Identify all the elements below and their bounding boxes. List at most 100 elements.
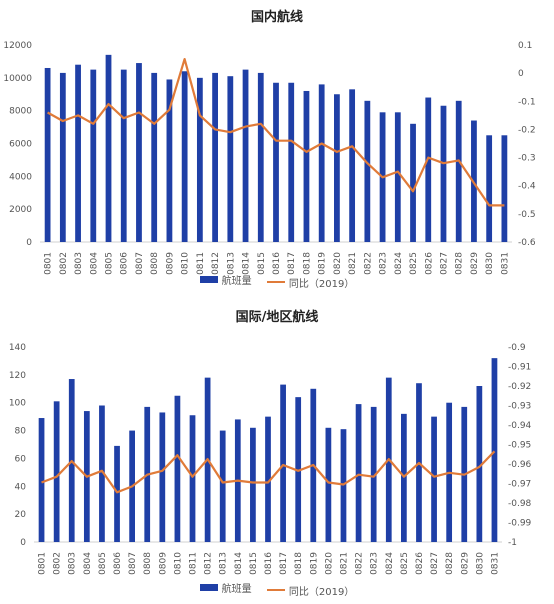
- x-tick-label: 0817: [287, 252, 297, 275]
- y-left-tick-label: 140: [9, 343, 26, 353]
- y-left-tick-label: 0: [20, 538, 26, 548]
- x-tick-label: 0815: [249, 552, 259, 575]
- y-right-tick-label: -0.99: [508, 519, 532, 529]
- legend-swatch-line: [266, 589, 285, 591]
- x-tick-label: 0828: [455, 252, 465, 275]
- x-tick-label: 0813: [226, 252, 236, 275]
- bar: [174, 395, 181, 542]
- bar: [181, 71, 188, 243]
- x-tick-label: 0804: [83, 552, 93, 575]
- x-tick-label: 0821: [348, 252, 358, 275]
- bar: [75, 64, 81, 242]
- bar: [196, 77, 203, 242]
- x-tick-label: 0821: [339, 552, 349, 575]
- bar: [159, 412, 166, 542]
- x-tick-label: 0829: [470, 252, 480, 275]
- bar: [120, 69, 127, 242]
- x-tick-label: 0830: [475, 552, 485, 575]
- chart-legend: 航班量 同比（2019）: [0, 580, 554, 598]
- bar: [288, 82, 295, 242]
- bar: [166, 79, 173, 242]
- y-right-tick-label: -0.92: [508, 382, 531, 392]
- bar: [476, 386, 483, 542]
- chart-title: 国内航线: [250, 10, 303, 25]
- x-tick-label: 0825: [409, 252, 419, 275]
- x-tick-label: 0810: [173, 552, 183, 575]
- x-tick-label: 0811: [196, 252, 206, 275]
- bar: [151, 72, 158, 243]
- y-right-tick-label: -0.91: [508, 363, 531, 373]
- x-tick-label: 0818: [294, 552, 304, 575]
- bar: [212, 72, 218, 243]
- x-tick-label: 0808: [143, 552, 153, 575]
- bar: [410, 123, 416, 242]
- y-right-tick-label: -0.5: [518, 210, 536, 220]
- bar: [90, 69, 97, 242]
- x-tick-label: 0801: [44, 252, 54, 275]
- x-tick-label: 0804: [89, 252, 99, 275]
- x-tick-label: 0803: [74, 252, 84, 275]
- y-right-tick-label: -0.95: [508, 441, 531, 451]
- x-tick-label: 0805: [98, 552, 108, 575]
- bar: [53, 401, 60, 542]
- bar: [401, 413, 407, 542]
- x-tick-label: 0828: [445, 552, 455, 575]
- legend-item-bar: 航班量: [199, 272, 252, 287]
- x-tick-label: 0816: [264, 552, 274, 575]
- x-tick-label: 0819: [309, 552, 319, 575]
- x-tick-label: 0814: [234, 552, 244, 575]
- legend-swatch-bar: [199, 276, 218, 283]
- international-routes-chart: 国际/地区航线 0 20 40 60 80 100 120 140 -1 -0.99 -0.98 -0…: [0, 300, 554, 604]
- x-tick-label: 0807: [135, 252, 145, 275]
- bar: [394, 112, 401, 242]
- y-left-tick-label: 2000: [9, 205, 32, 215]
- y-right-tick-label: -0.1: [518, 97, 536, 107]
- x-tick-label: 0823: [379, 252, 389, 275]
- bar: [136, 63, 142, 242]
- legend-item-bar: 航班量: [199, 580, 252, 595]
- x-tick-label: 0813: [219, 552, 229, 575]
- legend-label: 同比（2019）: [288, 586, 355, 598]
- x-tick-label: 0816: [272, 252, 282, 275]
- chart-plot-area: 0 2000 4000 6000 8000 10000 12000 -0.6 -0.5 -0.4 -…: [3, 41, 536, 275]
- y-left-tick-label: 40: [15, 482, 27, 492]
- bar: [364, 100, 371, 242]
- x-tick-label: 0824: [394, 252, 404, 275]
- legend-item-line: 同比（2019）: [266, 583, 355, 598]
- x-tick-label: 0802: [59, 252, 69, 275]
- x-tick-label: 0830: [485, 252, 495, 275]
- series-line: [41, 450, 496, 494]
- bar: [491, 358, 498, 542]
- x-tick-label: 0831: [500, 252, 510, 275]
- x-tick-label: 0818: [302, 252, 312, 275]
- x-tick-label: 0823: [370, 552, 380, 575]
- y-left-tick-label: 12000: [3, 41, 32, 51]
- bar: [303, 90, 310, 242]
- bar: [105, 54, 112, 242]
- x-tick-label: 0806: [120, 252, 130, 275]
- x-tick-label: 0812: [211, 252, 221, 275]
- bar: [44, 67, 51, 242]
- y-left-tick-label: 6000: [9, 140, 32, 150]
- bar: [227, 76, 234, 242]
- bar: [189, 415, 196, 542]
- y-right-tick-label: -1: [508, 538, 517, 548]
- y-left-tick-label: 4000: [9, 172, 32, 182]
- x-tick-label: 0809: [165, 252, 175, 275]
- x-tick-label: 0824: [385, 552, 395, 575]
- bar: [295, 397, 302, 542]
- bar: [355, 404, 362, 542]
- x-tick-label: 0819: [318, 252, 328, 275]
- x-tick-label: 0829: [460, 552, 470, 575]
- y-right-tick-label: -0.3: [518, 154, 536, 164]
- x-tick-label: 0808: [150, 252, 160, 275]
- bar: [114, 445, 120, 542]
- x-tick-label: 0831: [490, 552, 500, 575]
- x-tick-label: 0827: [430, 552, 440, 575]
- y-left-tick-label: 60: [15, 454, 27, 464]
- bar: [242, 69, 249, 242]
- y-right-tick-label: 0.1: [518, 41, 532, 51]
- bar: [99, 405, 105, 542]
- bar: [257, 72, 264, 243]
- bar: [280, 384, 286, 542]
